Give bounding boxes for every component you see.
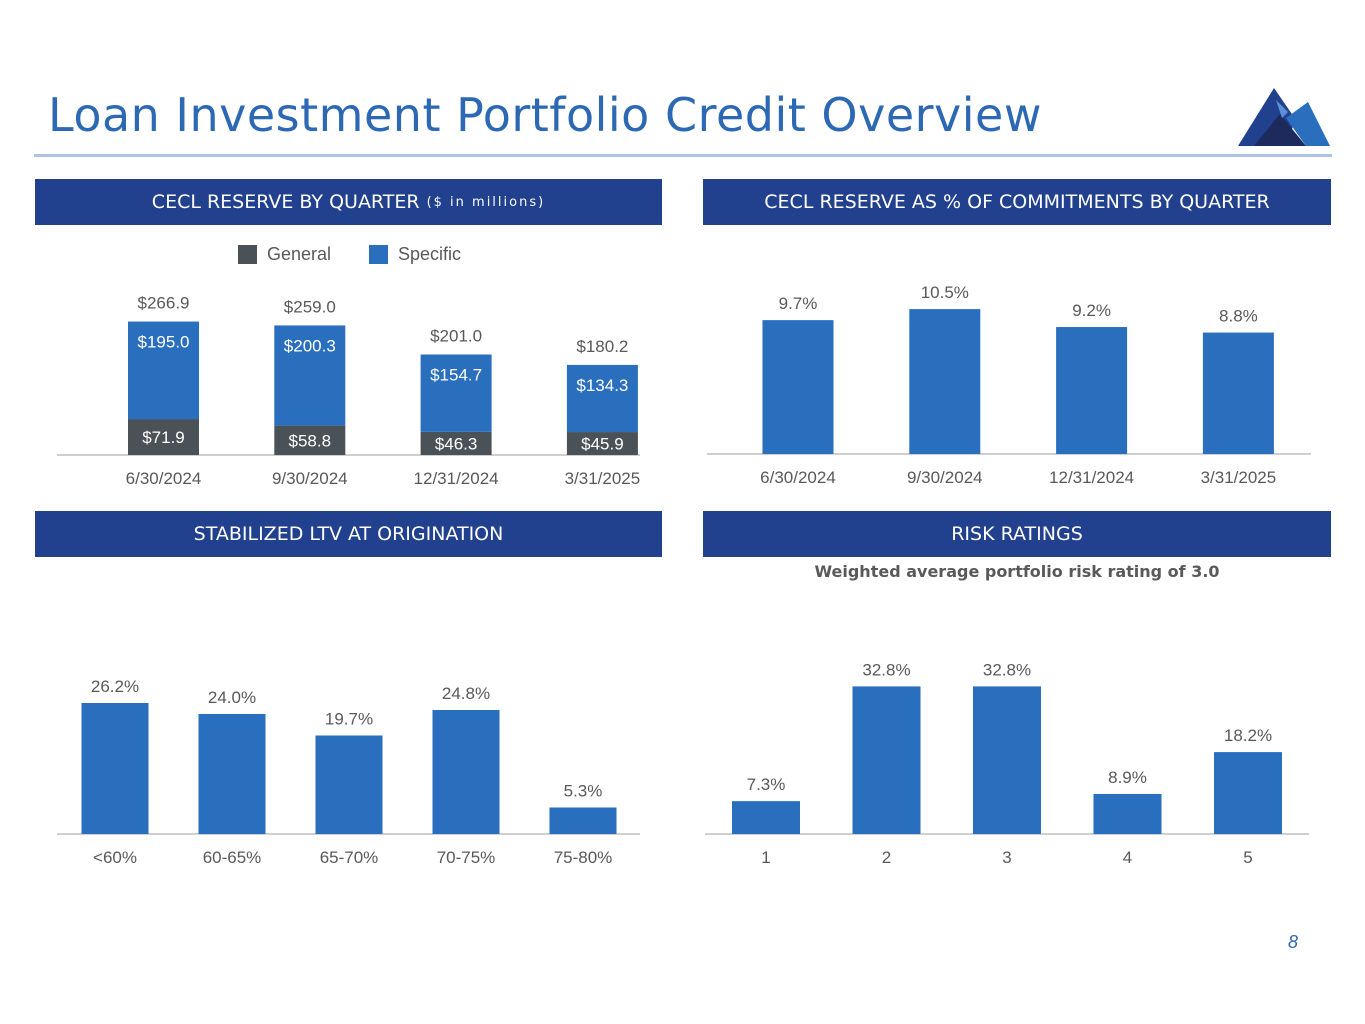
bar (315, 735, 383, 834)
bar (81, 703, 149, 834)
bar (198, 714, 266, 834)
x-tick-label: 4 (1123, 848, 1132, 867)
x-tick-label: 2 (882, 848, 891, 867)
data-label: 8.9% (1108, 768, 1147, 787)
data-label: 32.8% (983, 660, 1031, 679)
data-label-total: $201.0 (430, 327, 482, 346)
risk-banner-title: RISK RATINGS (951, 523, 1083, 545)
cecl-reserve-chart: $71.9 $195.0 $266.9 6/30/2024 $58.8 $200.3 $25… (57, 294, 641, 488)
data-label-general: $46.3 (435, 434, 478, 453)
bar (1056, 327, 1128, 454)
data-label: 32.8% (862, 660, 910, 679)
x-tick-label: <60% (93, 848, 137, 867)
data-label-total: $266.9 (138, 294, 190, 313)
x-tick-label: 1 (761, 848, 770, 867)
bar (1093, 793, 1162, 834)
x-tick-label: 3/31/2025 (1201, 468, 1277, 487)
x-tick-label: 9/30/2024 (907, 468, 983, 487)
data-label-general: $45.9 (581, 435, 624, 454)
bar (909, 309, 981, 454)
bar (549, 807, 617, 834)
data-label: 18.2% (1224, 726, 1272, 745)
cecl-pct-chart: 9.7% 6/30/2024 10.5% 9/30/2024 9.2% 12/31/202… (707, 283, 1311, 487)
x-tick-label: 3/31/2025 (565, 469, 641, 488)
data-label-total: $180.2 (576, 337, 628, 356)
data-label: 7.3% (747, 775, 786, 794)
ltv-chart: 26.2% <60% 24.0% 60-65% 19.7% 65-70% 24.8% 70-7… (57, 677, 640, 867)
data-label: 10.5% (921, 283, 969, 302)
x-tick-label: 6/30/2024 (126, 469, 202, 488)
risk-rating-chart: 7.3% 1 32.8% 2 32.8% 3 8.9% 4 18.2% 5 (705, 660, 1309, 867)
risk-banner: RISK RATINGS (703, 511, 1331, 557)
data-label-specific: $154.7 (430, 366, 482, 385)
bar-general (128, 419, 199, 455)
bar-general (420, 431, 492, 455)
bar-specific (274, 325, 346, 426)
bar (762, 320, 834, 454)
bar (852, 686, 921, 834)
legend-general-label: General (267, 244, 332, 264)
x-tick-label: 60-65% (203, 848, 262, 867)
x-tick-label: 70-75% (437, 848, 496, 867)
x-tick-label: 5 (1243, 848, 1252, 867)
cecl-pct-banner-title: CECL RESERVE AS % OF COMMITMENTS BY QUAR… (764, 191, 1270, 213)
data-label-specific: $134.3 (576, 376, 628, 395)
data-label: 9.2% (1072, 301, 1111, 320)
legend-specific-swatch (369, 245, 388, 264)
bar (1214, 752, 1282, 834)
x-tick-label: 12/31/2024 (1049, 468, 1134, 487)
cecl-reserve-banner: CECL RESERVE BY QUARTER ($ in millions) (35, 179, 662, 225)
cecl-reserve-banner-title: CECL RESERVE BY QUARTER (151, 191, 420, 213)
data-label: 26.2% (91, 677, 139, 696)
data-label: 5.3% (564, 782, 603, 801)
cecl-reserve-banner-units: ($ in millions) (426, 194, 546, 210)
risk-subtitle: Weighted average portfolio risk rating o… (814, 562, 1220, 581)
data-label: 8.8% (1219, 307, 1258, 326)
data-label-specific: $195.0 (138, 333, 190, 352)
x-tick-label: 75-80% (554, 848, 613, 867)
x-tick-label: 12/31/2024 (414, 469, 499, 488)
data-label-specific: $200.3 (284, 336, 336, 355)
x-tick-label: 6/30/2024 (760, 468, 836, 487)
bar-general (566, 432, 638, 455)
x-tick-label: 65-70% (320, 848, 379, 867)
legend-general-swatch (238, 245, 257, 264)
legend-specific: Specific (369, 244, 461, 265)
page-number: 8 (1288, 932, 1299, 952)
bar (432, 710, 500, 834)
data-label: 19.7% (325, 710, 373, 729)
bar-specific (566, 364, 638, 433)
page-title: Loan Investment Portfolio Credit Overvie… (48, 88, 1042, 142)
data-label-general: $58.8 (289, 431, 332, 450)
bar-specific (128, 321, 199, 420)
data-label-general: $71.9 (142, 428, 185, 447)
data-label: 24.8% (442, 684, 490, 703)
data-label: 24.0% (208, 688, 256, 707)
x-tick-label: 3 (1002, 848, 1011, 867)
ltv-banner: STABILIZED LTV AT ORIGINATION (35, 511, 662, 557)
ltv-banner-title: STABILIZED LTV AT ORIGINATION (193, 523, 504, 545)
data-label-total: $259.0 (284, 297, 336, 316)
bar (1202, 332, 1274, 454)
legend-specific-label: Specific (398, 244, 462, 264)
bar (973, 686, 1041, 834)
bar-specific (420, 354, 492, 432)
x-tick-label: 9/30/2024 (272, 469, 348, 488)
cecl-pct-banner: CECL RESERVE AS % OF COMMITMENTS BY QUAR… (703, 179, 1331, 225)
data-label: 9.7% (779, 294, 818, 313)
title-rule (34, 154, 1332, 157)
mountain-logo-icon (1238, 88, 1330, 146)
legend-general: General (238, 244, 331, 265)
bar-general (274, 425, 346, 455)
bar (732, 801, 800, 834)
